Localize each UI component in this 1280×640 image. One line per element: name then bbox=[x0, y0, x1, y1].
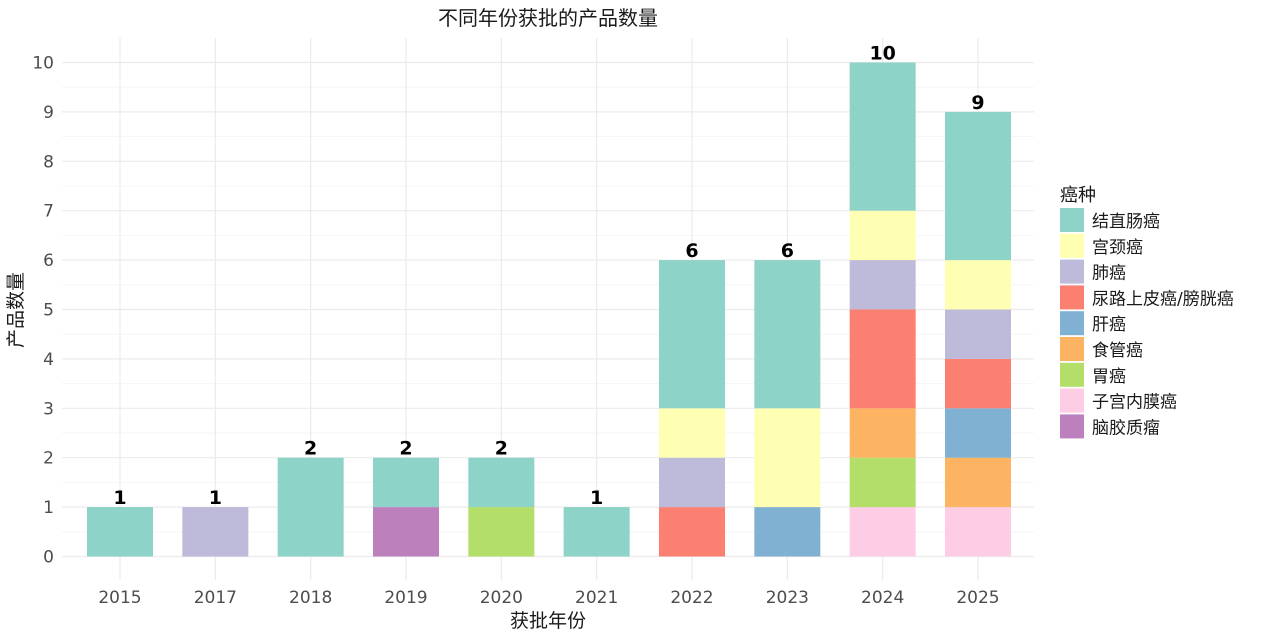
x-tick-label: 2022 bbox=[670, 588, 713, 608]
legend-title: 癌种 bbox=[1060, 185, 1096, 206]
total-label: 1 bbox=[209, 487, 222, 509]
bar-segment bbox=[659, 260, 725, 409]
y-tick-label: 8 bbox=[43, 152, 54, 172]
legend-swatch bbox=[1060, 311, 1084, 336]
y-tick-label: 2 bbox=[43, 449, 54, 469]
legend-swatch bbox=[1060, 337, 1084, 361]
total-label: 2 bbox=[495, 438, 508, 460]
y-tick-label: 0 bbox=[43, 548, 54, 568]
bar-segment bbox=[754, 260, 821, 409]
x-tick-label: 2023 bbox=[766, 588, 809, 608]
y-tick-label: 5 bbox=[43, 301, 54, 321]
y-tick-label: 3 bbox=[43, 399, 54, 419]
bar-segment bbox=[849, 309, 916, 409]
legend-swatch bbox=[1060, 233, 1084, 258]
bar-segment bbox=[468, 507, 535, 557]
y-tick-label: 7 bbox=[43, 202, 54, 222]
legend-label: 子宫内膜癌 bbox=[1092, 393, 1177, 413]
bar-segment bbox=[945, 309, 1011, 359]
y-tick-label: 10 bbox=[32, 54, 54, 74]
legend-swatch bbox=[1060, 388, 1084, 413]
bar-segment bbox=[659, 408, 725, 458]
x-axis-title: 获批年份 bbox=[510, 610, 586, 632]
legend-label: 结直肠癌 bbox=[1092, 212, 1160, 232]
legend-swatch bbox=[1060, 285, 1084, 310]
y-tick-label: 1 bbox=[43, 498, 54, 518]
legend-label: 胃癌 bbox=[1092, 367, 1126, 387]
y-axis: 0 1 2 3 4 5 6 7 8 9 10 bbox=[32, 54, 54, 568]
legend-swatch bbox=[1060, 259, 1084, 284]
legend-swatch bbox=[1060, 414, 1084, 439]
y-tick-label: 6 bbox=[43, 251, 54, 271]
bar-segment bbox=[754, 408, 821, 508]
total-label: 2 bbox=[304, 438, 317, 460]
bar-segment bbox=[945, 111, 1011, 261]
bar-segment bbox=[659, 507, 725, 557]
total-label: 2 bbox=[399, 438, 412, 460]
bars bbox=[87, 62, 1011, 557]
bar-segment bbox=[849, 260, 916, 310]
bar-segment bbox=[659, 457, 725, 508]
x-tick-label: 2021 bbox=[575, 588, 618, 608]
bar-segment bbox=[945, 358, 1011, 409]
chart-title: 不同年份获批的产品数量 bbox=[438, 6, 658, 30]
x-tick-label: 2018 bbox=[289, 588, 332, 608]
bar-segment bbox=[182, 507, 249, 557]
legend-label: 脑胶质瘤 bbox=[1092, 418, 1160, 438]
x-tick-label: 2017 bbox=[194, 588, 237, 608]
total-label: 9 bbox=[971, 92, 984, 114]
total-label: 10 bbox=[869, 43, 895, 65]
legend-label: 宫颈癌 bbox=[1092, 238, 1143, 258]
x-axis: 2015 2017 2018 2019 2020 2021 2022 2023 2024 2025 bbox=[98, 588, 999, 608]
x-tick-label: 2019 bbox=[384, 588, 427, 608]
y-axis-title: 产品数量 bbox=[5, 272, 27, 348]
x-tick-label: 2025 bbox=[956, 588, 999, 608]
bar-segment bbox=[849, 457, 916, 508]
y-tick-label: 9 bbox=[43, 103, 54, 123]
bar-segment bbox=[468, 457, 535, 508]
bar-segment bbox=[87, 507, 153, 557]
bar-segment bbox=[945, 260, 1011, 310]
legend-label: 尿路上皮癌/膀胱癌 bbox=[1092, 289, 1234, 309]
bar-segment bbox=[754, 507, 821, 557]
bar-segment bbox=[373, 507, 439, 557]
bar-segment bbox=[277, 457, 344, 557]
total-label: 6 bbox=[781, 240, 794, 262]
total-label: 1 bbox=[590, 487, 603, 509]
legend-label: 食管癌 bbox=[1092, 341, 1143, 361]
bar-segment bbox=[849, 507, 916, 557]
bar-segment bbox=[373, 457, 439, 508]
bar-segment bbox=[945, 408, 1011, 458]
bar-segment bbox=[849, 408, 916, 458]
bar-segment bbox=[945, 457, 1011, 508]
bar-segment bbox=[849, 210, 916, 261]
y-tick-label: 4 bbox=[43, 350, 54, 370]
total-labels: 1 1 2 2 2 1 6 6 10 9 bbox=[113, 43, 984, 510]
legend-label: 肝癌 bbox=[1092, 315, 1126, 335]
total-label: 6 bbox=[685, 240, 698, 262]
legend-swatch bbox=[1060, 208, 1084, 232]
x-tick-label: 2024 bbox=[861, 588, 904, 608]
x-tick-label: 2020 bbox=[480, 588, 523, 608]
total-label: 1 bbox=[113, 487, 126, 509]
legend-swatch bbox=[1060, 362, 1084, 387]
legend-label: 肺癌 bbox=[1092, 264, 1126, 284]
bar-segment bbox=[945, 507, 1011, 557]
bar-segment bbox=[563, 507, 630, 557]
bar-segment bbox=[849, 62, 916, 211]
x-tick-label: 2015 bbox=[98, 588, 141, 608]
